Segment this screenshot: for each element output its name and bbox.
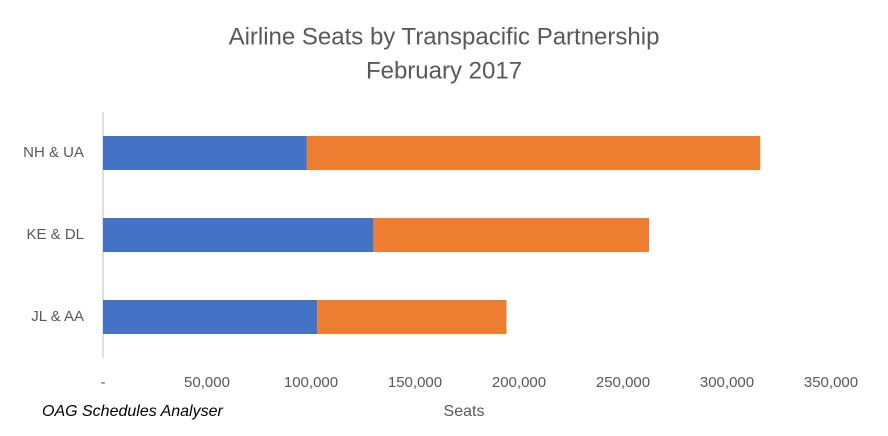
bar-segment bbox=[103, 136, 307, 170]
y-tick-label: KE & DL bbox=[26, 226, 84, 243]
x-tick-label: 50,000 bbox=[184, 374, 230, 391]
y-tick-label: JL & AA bbox=[31, 308, 84, 325]
y-tick-label: NH & UA bbox=[23, 144, 84, 161]
x-tick-label: 350,000 bbox=[804, 374, 858, 391]
source-note: OAG Schedules Analyser bbox=[42, 403, 224, 420]
chart-title: Airline Seats by Transpacific Partnershi… bbox=[229, 23, 660, 50]
x-tick-label: 250,000 bbox=[596, 374, 650, 391]
x-tick-label: 100,000 bbox=[284, 374, 338, 391]
bar-segment bbox=[317, 300, 507, 334]
x-tick-label: 200,000 bbox=[492, 374, 546, 391]
bar-segment bbox=[103, 218, 374, 252]
bar-segment bbox=[306, 136, 761, 170]
x-tick-label: - bbox=[101, 374, 106, 391]
x-tick-label: 300,000 bbox=[700, 374, 754, 391]
chart-subtitle: February 2017 bbox=[366, 57, 522, 84]
bar-segment bbox=[373, 218, 649, 252]
bar-segment bbox=[103, 300, 318, 334]
x-axis-label: Seats bbox=[444, 403, 485, 420]
x-tick-label: 150,000 bbox=[388, 374, 442, 391]
